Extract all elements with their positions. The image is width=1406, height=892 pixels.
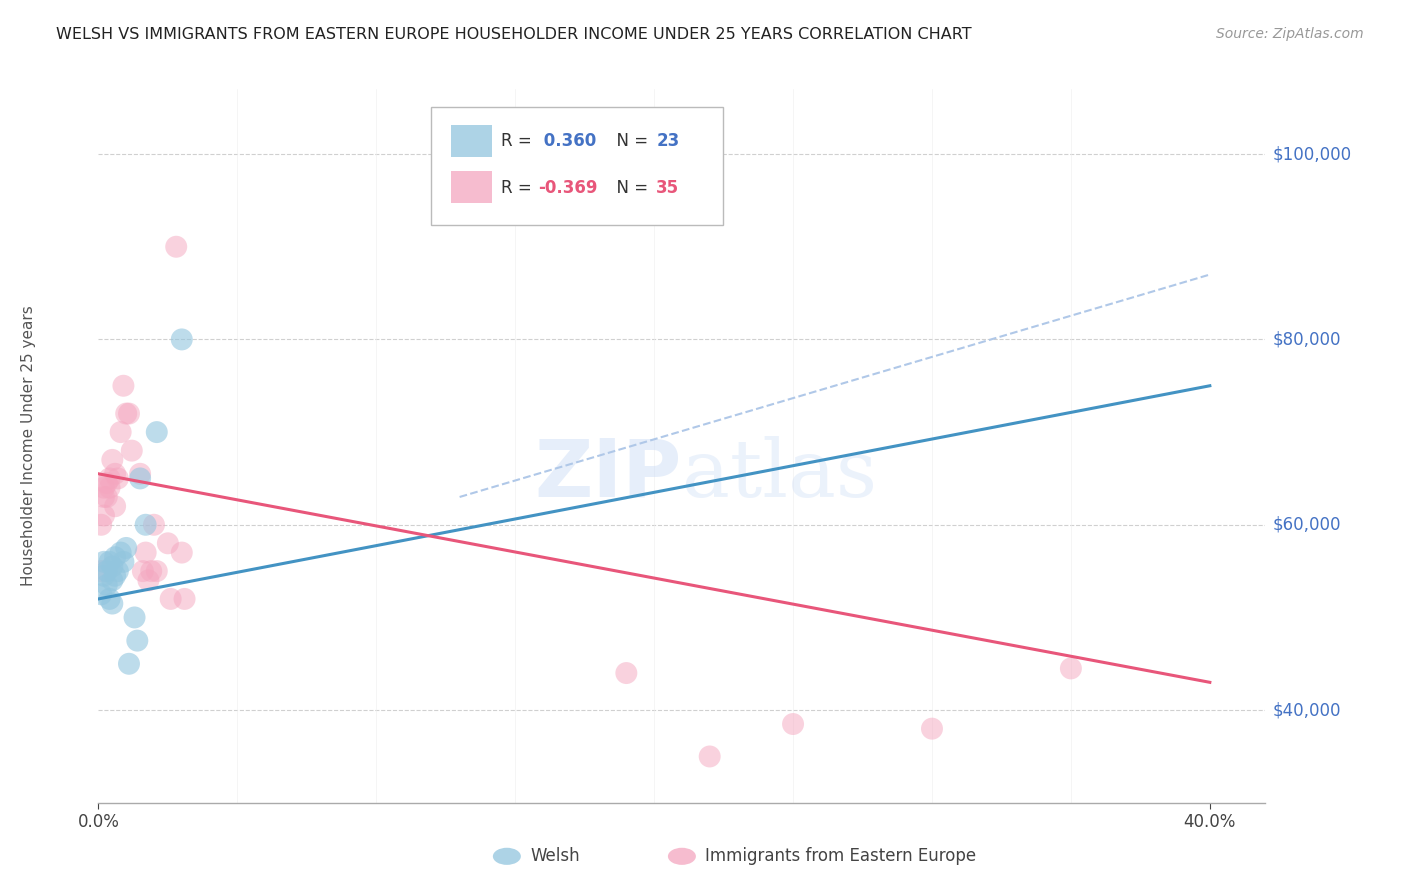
- Point: [118, 657, 141, 671]
- Point: [138, 574, 160, 588]
- Text: 0.360: 0.360: [538, 132, 596, 150]
- Point: [93, 568, 115, 582]
- Point: [1060, 661, 1083, 675]
- Point: [90, 587, 112, 601]
- FancyBboxPatch shape: [432, 107, 723, 225]
- Point: [135, 517, 157, 532]
- Point: [115, 541, 138, 555]
- Point: [90, 517, 112, 532]
- Text: -0.369: -0.369: [538, 178, 598, 196]
- Text: R =: R =: [501, 178, 537, 196]
- Point: [112, 555, 135, 569]
- Point: [782, 717, 804, 731]
- Point: [118, 407, 141, 421]
- Text: WELSH VS IMMIGRANTS FROM EASTERN EUROPE HOUSEHOLDER INCOME UNDER 25 YEARS CORREL: WELSH VS IMMIGRANTS FROM EASTERN EUROPE …: [56, 27, 972, 42]
- Point: [170, 333, 193, 347]
- Point: [98, 471, 121, 485]
- Point: [146, 564, 169, 578]
- Point: [135, 545, 157, 559]
- Point: [127, 633, 149, 648]
- Circle shape: [668, 847, 696, 865]
- Point: [93, 481, 115, 495]
- Point: [101, 574, 124, 588]
- Text: N =: N =: [606, 132, 654, 150]
- Point: [614, 666, 637, 681]
- Circle shape: [494, 847, 520, 865]
- Point: [129, 467, 152, 481]
- Point: [98, 555, 121, 569]
- Point: [156, 536, 179, 550]
- Point: [110, 545, 132, 559]
- Text: Immigrants from Eastern Europe: Immigrants from Eastern Europe: [706, 847, 976, 865]
- Point: [110, 425, 132, 439]
- Text: 35: 35: [657, 178, 679, 196]
- Point: [90, 564, 112, 578]
- Point: [101, 453, 124, 467]
- Point: [141, 564, 163, 578]
- Point: [96, 476, 118, 491]
- Text: $40,000: $40,000: [1272, 701, 1341, 719]
- Point: [104, 500, 127, 514]
- Text: ZIP: ZIP: [534, 435, 682, 514]
- Point: [115, 407, 138, 421]
- Point: [98, 591, 121, 606]
- Point: [699, 749, 721, 764]
- Point: [98, 481, 121, 495]
- Point: [96, 564, 118, 578]
- Point: [107, 564, 129, 578]
- Point: [104, 467, 127, 481]
- Point: [96, 490, 118, 504]
- Point: [101, 597, 124, 611]
- Point: [921, 722, 943, 736]
- Point: [173, 591, 195, 606]
- Point: [124, 610, 146, 624]
- Point: [104, 568, 127, 582]
- Text: $80,000: $80,000: [1272, 330, 1341, 349]
- Bar: [451, 125, 492, 157]
- Bar: [451, 171, 492, 203]
- Text: N =: N =: [606, 178, 654, 196]
- Point: [121, 443, 143, 458]
- Point: [132, 564, 155, 578]
- Point: [93, 508, 115, 523]
- Text: $100,000: $100,000: [1272, 145, 1351, 163]
- Point: [101, 559, 124, 574]
- Text: Source: ZipAtlas.com: Source: ZipAtlas.com: [1216, 27, 1364, 41]
- Text: Householder Income Under 25 years: Householder Income Under 25 years: [21, 306, 37, 586]
- Point: [159, 591, 181, 606]
- Point: [93, 555, 115, 569]
- Text: R =: R =: [501, 132, 537, 150]
- Point: [129, 471, 152, 485]
- Text: atlas: atlas: [682, 435, 877, 514]
- Point: [112, 378, 135, 392]
- Point: [143, 517, 166, 532]
- Point: [107, 471, 129, 485]
- Point: [96, 578, 118, 592]
- Point: [165, 240, 187, 254]
- Point: [170, 545, 193, 559]
- Point: [104, 550, 127, 565]
- Point: [146, 425, 169, 439]
- Text: Welsh: Welsh: [530, 847, 579, 865]
- Text: 23: 23: [657, 132, 679, 150]
- Text: $60,000: $60,000: [1272, 516, 1341, 533]
- Point: [93, 490, 115, 504]
